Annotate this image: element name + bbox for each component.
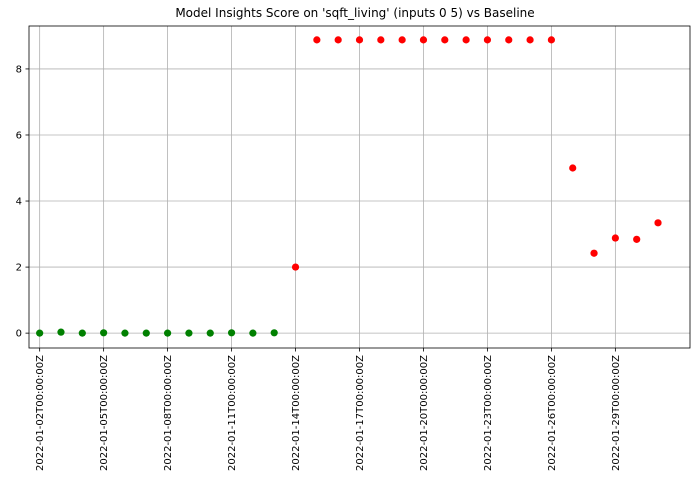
- data-point: [185, 329, 193, 337]
- x-tick-label: 2022-01-26T00:00:00Z: [547, 355, 558, 471]
- data-point: [654, 219, 662, 227]
- data-point: [36, 329, 44, 337]
- x-tick-label: 2022-01-08T00:00:00Z: [163, 355, 174, 471]
- grid: [29, 26, 690, 348]
- data-point: [57, 328, 65, 336]
- data-point: [611, 234, 619, 242]
- x-tick-label: 2022-01-23T00:00:00Z: [483, 355, 494, 471]
- y-tick-label: 0: [16, 329, 22, 340]
- plot-frame: [28, 25, 691, 349]
- data-point: [505, 36, 513, 44]
- y-tick-label: 8: [16, 64, 22, 75]
- data-point: [227, 329, 236, 337]
- data-point: [633, 235, 641, 243]
- x-tick-label: 2022-01-17T00:00:00Z: [355, 355, 366, 471]
- y-tick-label: 2: [16, 263, 22, 274]
- data-point: [398, 36, 406, 44]
- data-point: [121, 329, 129, 337]
- data-point: [163, 329, 172, 337]
- data-point: [270, 329, 278, 337]
- x-tick-label: 2022-01-05T00:00:00Z: [99, 355, 110, 471]
- x-tick-label: 2022-01-11T00:00:00Z: [227, 355, 238, 471]
- axes: 2022-01-02T00:00:00Z 2022-01-05T00:00:00Z…: [16, 25, 691, 471]
- data-point: [526, 36, 534, 44]
- data-point: [78, 329, 86, 337]
- data-point: [355, 36, 364, 44]
- x-tick-label: 2022-01-14T00:00:00Z: [291, 355, 302, 471]
- data-point: [206, 329, 214, 337]
- x-tick-label: 2022-01-29T00:00:00Z: [611, 355, 622, 471]
- x-tick-label: 2022-01-02T00:00:00Z: [35, 355, 46, 471]
- data-point: [590, 249, 598, 257]
- data-point: [569, 164, 577, 172]
- data-point: [313, 36, 321, 44]
- chart-title: Model Insights Score on 'sqft_living' (i…: [175, 6, 534, 20]
- data-point: [462, 36, 470, 44]
- y-tick-label: 4: [16, 197, 22, 208]
- data-points: [36, 36, 662, 337]
- data-point: [377, 36, 385, 44]
- y-tick-label: 6: [16, 130, 22, 141]
- data-point: [441, 36, 449, 44]
- data-point: [419, 36, 428, 44]
- data-point: [547, 36, 556, 44]
- data-point: [142, 329, 150, 337]
- x-tick-label: 2022-01-20T00:00:00Z: [419, 355, 430, 471]
- data-point: [100, 329, 108, 337]
- data-point: [291, 263, 300, 271]
- data-point: [334, 36, 342, 44]
- data-point: [249, 329, 257, 337]
- data-point: [483, 36, 492, 44]
